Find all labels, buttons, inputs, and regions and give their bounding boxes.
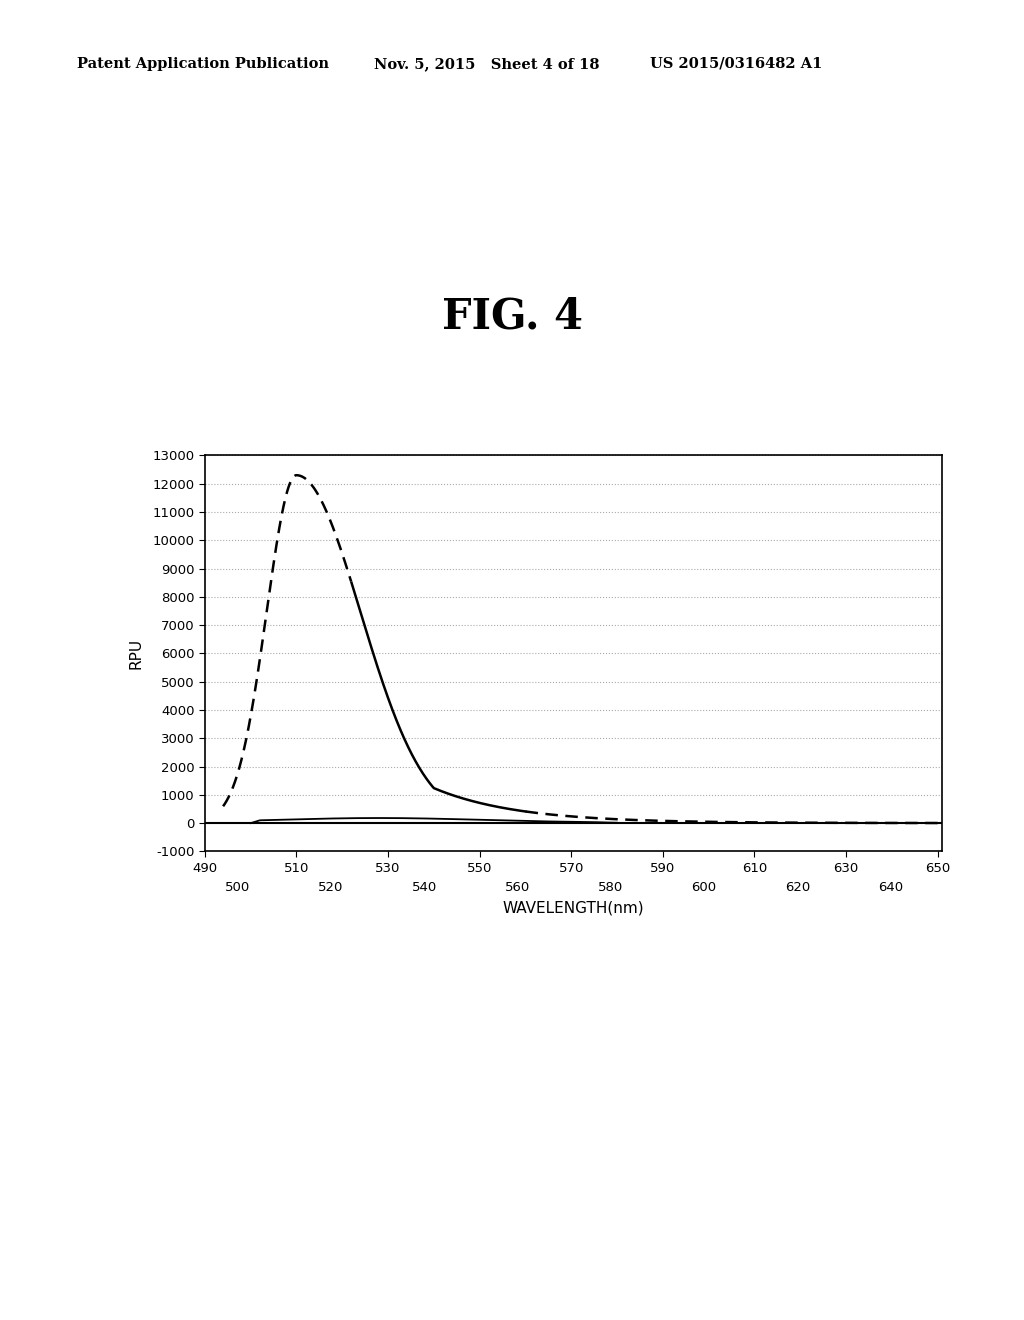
Text: Nov. 5, 2015   Sheet 4 of 18: Nov. 5, 2015 Sheet 4 of 18 xyxy=(374,57,599,71)
Text: FIG. 4: FIG. 4 xyxy=(441,296,583,338)
Text: Patent Application Publication: Patent Application Publication xyxy=(77,57,329,71)
Y-axis label: RPU: RPU xyxy=(129,638,144,669)
Text: WAVELENGTH(nm): WAVELENGTH(nm) xyxy=(503,900,644,915)
Text: US 2015/0316482 A1: US 2015/0316482 A1 xyxy=(650,57,822,71)
